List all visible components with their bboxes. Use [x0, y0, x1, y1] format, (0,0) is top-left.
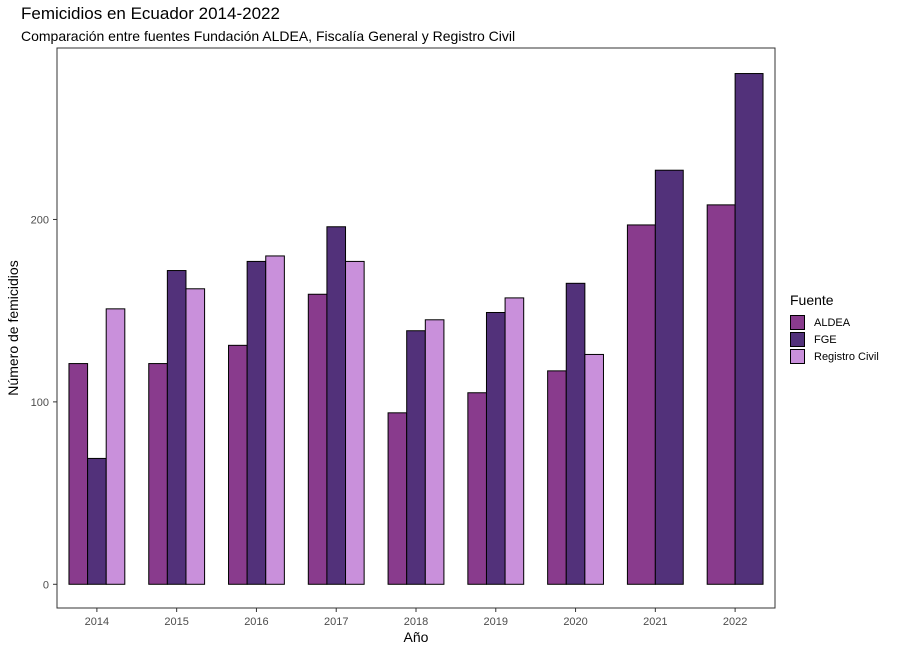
legend-swatch-aldea [790, 315, 805, 330]
bar-aldea-2017 [307, 293, 328, 585]
bar-fge-2014 [87, 457, 107, 585]
x-tick-label-2015: 2015 [164, 616, 188, 628]
bar-registro-civil-2019 [504, 297, 525, 585]
legend-label-aldea: ALDEA [814, 316, 851, 329]
legend-item-aldea: ALDEA [790, 314, 879, 331]
bar-fge-2021 [654, 169, 684, 585]
x-axis-title: Año [404, 629, 429, 645]
x-tick-label-2018: 2018 [404, 616, 428, 628]
legend-item-registro-civil: Registro Civil [790, 348, 879, 365]
bar-fge-2019 [485, 311, 506, 585]
bar-registro-civil-2017 [345, 260, 365, 585]
legend-item-fge: FGE [790, 331, 879, 348]
x-tick-label-2019: 2019 [484, 616, 508, 628]
bar-registro-civil-2015 [185, 288, 206, 585]
legend-swatch-fge [790, 332, 805, 347]
chart-subtitle: Comparación entre fuentes Fundación ALDE… [21, 28, 516, 44]
bar-registro-civil-2014 [105, 308, 126, 585]
y-tick-label-200: 200 [31, 214, 49, 226]
legend-label-registro-civil: Registro Civil [814, 350, 879, 363]
bar-aldea-2016 [228, 344, 248, 585]
bar-fge-2018 [406, 330, 426, 585]
bar-fge-2015 [166, 270, 187, 585]
x-tick-label-2022: 2022 [723, 616, 747, 628]
chart-title: Femicidios en Ecuador 2014-2022 [21, 4, 280, 23]
legend-label-fge: FGE [814, 333, 837, 346]
legend-title: Fuente [790, 292, 834, 308]
x-tick-label-2016: 2016 [244, 616, 268, 628]
bar-aldea-2014 [68, 363, 89, 585]
bar-fge-2022 [734, 73, 764, 585]
y-axis-title: Número de femicidios [5, 260, 21, 395]
bar-aldea-2022 [706, 204, 736, 585]
x-tick-label-2020: 2020 [563, 616, 587, 628]
bar-fge-2016 [246, 260, 267, 585]
bar-aldea-2021 [626, 224, 656, 585]
bar-aldea-2020 [547, 370, 567, 585]
bar-fge-2020 [565, 282, 586, 585]
x-tick-label-2017: 2017 [324, 616, 348, 628]
bar-registro-civil-2018 [424, 319, 445, 585]
bar-aldea-2019 [467, 392, 487, 585]
bar-fge-2017 [326, 226, 347, 585]
legend-swatch-registro-civil [790, 349, 805, 364]
y-tick-label-0: 0 [43, 579, 49, 591]
bar-registro-civil-2016 [265, 255, 285, 585]
bar-aldea-2015 [148, 363, 168, 585]
x-tick-label-2014: 2014 [85, 616, 109, 628]
bar-aldea-2018 [387, 412, 408, 585]
x-tick-label-2021: 2021 [643, 616, 667, 628]
bar-registro-civil-2020 [584, 353, 604, 585]
legend: Fuente ALDEA FGE Registro Civil [790, 292, 879, 365]
y-tick-label-100: 100 [31, 397, 49, 409]
